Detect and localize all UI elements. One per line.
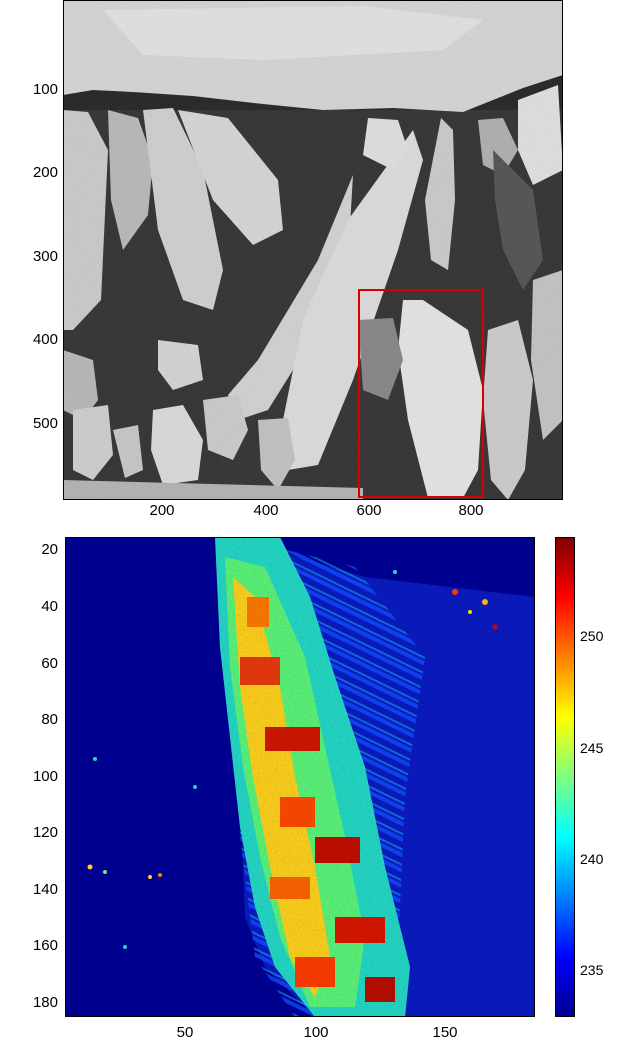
y-tick-label: 60: [41, 655, 58, 672]
grayscale-image-panel: 100 200 300 400 500 200 400 600 800: [0, 0, 619, 520]
x-tick-label: 50: [176, 1024, 194, 1041]
heatmap-image: [65, 537, 535, 1017]
y-tick-label: 20: [41, 541, 58, 558]
y-tick-label: 140: [32, 881, 58, 898]
y-tick-label: 40: [41, 598, 58, 615]
x-tick-label: 800: [458, 502, 484, 519]
sea-ice-image: [63, 0, 563, 500]
y-tick-label: 100: [32, 81, 58, 98]
x-tick-label: 100: [303, 1024, 329, 1041]
x-tick-label: 150: [432, 1024, 458, 1041]
y-tick-label: 100: [32, 768, 58, 785]
y-tick-label: 200: [32, 164, 58, 181]
x-tick-label: 400: [253, 502, 279, 519]
y-tick-label: 400: [32, 331, 58, 348]
x-tick-label: 200: [149, 502, 175, 519]
colorbar: [555, 537, 575, 1017]
y-tick-label: 80: [41, 711, 58, 728]
y-tick-label: 120: [32, 824, 58, 841]
y-tick-label: 500: [32, 415, 58, 432]
colorbar-tick-label: 245: [580, 740, 604, 756]
colorbar-tick-label: 240: [580, 851, 604, 867]
heatmap-panel: 20 40 60 80 100 120 140 160 180 50 100 1…: [0, 520, 619, 1058]
colorbar-tick-label: 250: [580, 628, 604, 644]
colorbar-tick-label: 235: [580, 962, 604, 978]
y-tick-label: 180: [32, 994, 58, 1011]
x-tick-label: 600: [356, 502, 382, 519]
y-tick-label: 300: [32, 248, 58, 265]
y-tick-label: 160: [32, 937, 58, 954]
